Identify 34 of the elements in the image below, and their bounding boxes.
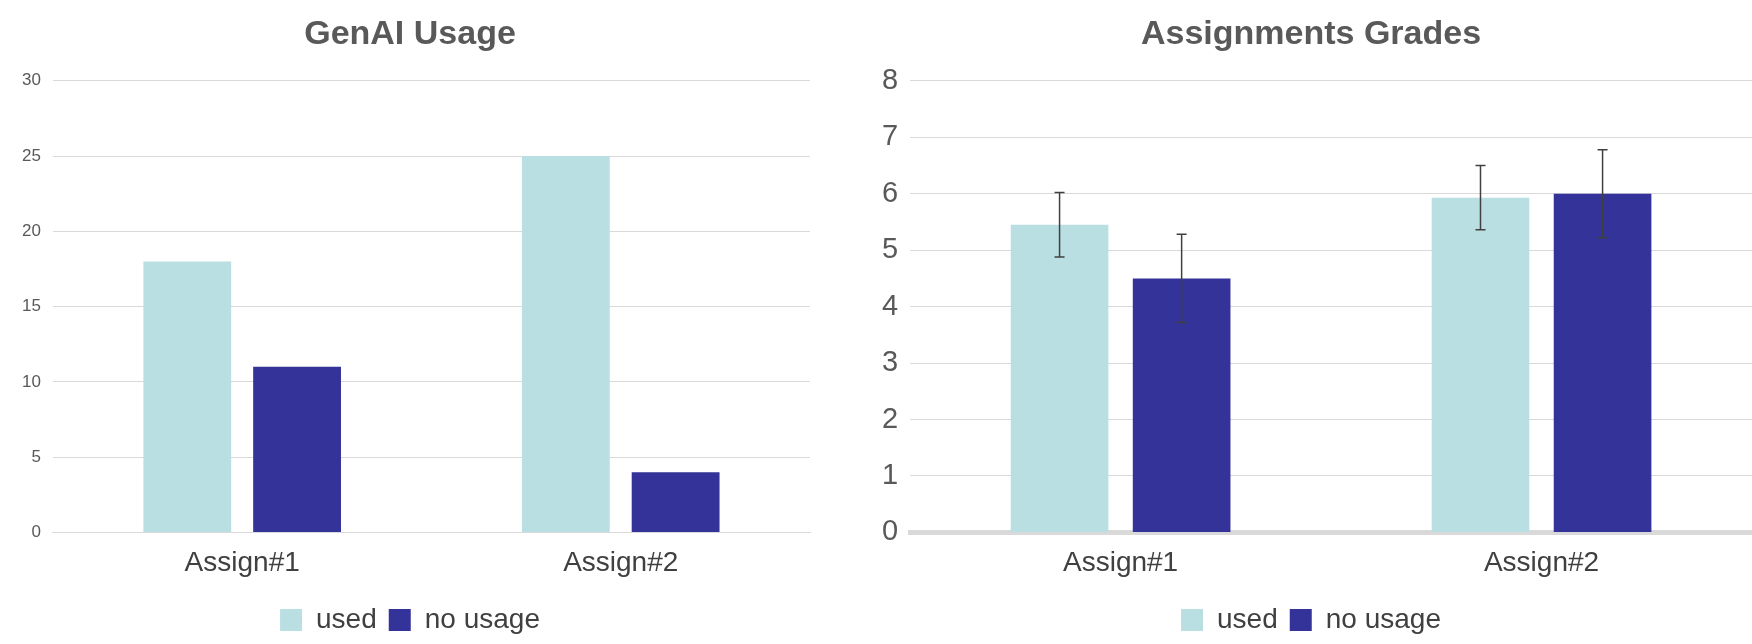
y-tick-label: 30 (21, 70, 41, 90)
y-tick-label: 25 (21, 145, 41, 165)
y-tick-label: 5 (31, 446, 41, 466)
y-tick-label: 0 (881, 514, 899, 547)
bar (631, 472, 720, 532)
bar (1010, 224, 1109, 532)
y-tick-label: 5 (881, 232, 899, 265)
legend-label: used (1217, 602, 1278, 634)
x-tick-label: Assign#1 (1063, 545, 1179, 577)
y-tick-label: 6 (881, 175, 899, 208)
bar (1132, 278, 1231, 532)
x-tick-label: Assign#2 (563, 545, 679, 577)
y-tick-label: 0 (31, 522, 41, 542)
legend-label: no usage (1325, 602, 1441, 634)
bar (253, 366, 341, 532)
y-tick-label: 20 (21, 221, 41, 241)
y-tick-label: 4 (881, 288, 899, 321)
bar (1553, 193, 1652, 532)
x-tick-label: Assign#1 (184, 545, 300, 577)
y-tick-label: 10 (21, 371, 41, 391)
bar (143, 261, 232, 532)
y-tick-label: 3 (881, 345, 899, 378)
bar (521, 156, 610, 532)
legend-label: no usage (424, 602, 540, 634)
x-tick-label: Assign#2 (1483, 545, 1600, 577)
y-tick-label: 15 (21, 296, 41, 316)
y-tick-label: 2 (881, 401, 899, 434)
bar (1431, 197, 1530, 532)
y-tick-label: 8 (881, 62, 899, 95)
chart-title: Assignments Grades (1140, 12, 1482, 51)
y-tick-label: 7 (881, 119, 899, 152)
legend-label: used (316, 602, 377, 634)
y-tick-label: 1 (881, 457, 899, 490)
chart-title: GenAI Usage (304, 12, 516, 51)
